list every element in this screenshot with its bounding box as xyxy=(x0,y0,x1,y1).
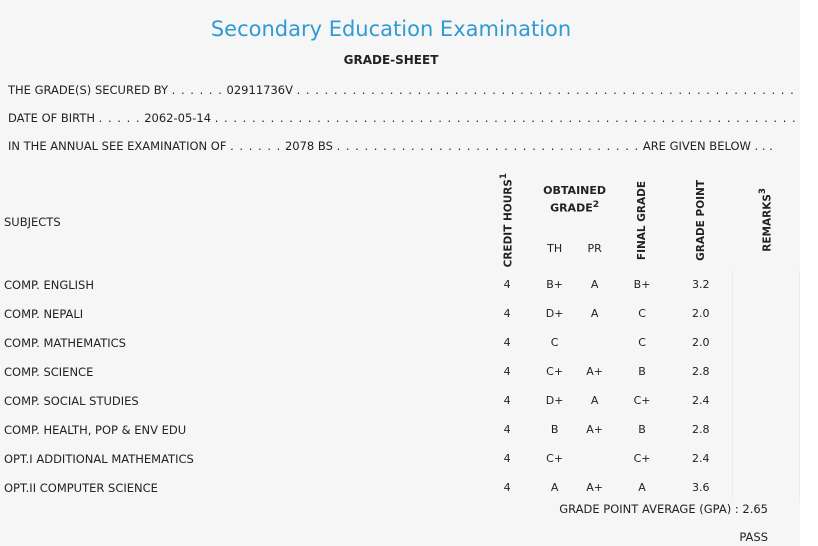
grade-sheet: Secondary Education Examination GRADE-SH… xyxy=(0,17,818,544)
grade-point-cell: 3.6 xyxy=(692,481,710,495)
grade-point-cell: 2.8 xyxy=(692,423,710,437)
pr-grade-cell xyxy=(575,444,615,473)
secured-by-trail-dots: . . . . . . . . . . . . . . . . . . . . … xyxy=(296,83,805,97)
final-grade-cell: C+ xyxy=(633,452,651,466)
credit-cell: 4 xyxy=(503,336,511,350)
final-grade-cell: B xyxy=(638,365,646,379)
table-row: COMP. SOCIAL STUDIES 4 D+ A C+ 2.4 xyxy=(0,386,800,416)
exam-year-lead-dots: . . . . . . xyxy=(230,139,282,153)
grade-point-cell: 2.0 xyxy=(692,307,710,321)
credit-cell: 4 xyxy=(503,278,511,292)
remarks-cell xyxy=(732,270,800,300)
final-grade-header: FINAL GRADE xyxy=(635,180,648,260)
practical-header: PR xyxy=(587,242,602,256)
table-row: OPT.II COMPUTER SCIENCE 4 A A+ A 3.6 xyxy=(0,473,800,503)
table-row: COMP. HEALTH, POP & ENV EDU 4 B A+ B 2.8 xyxy=(0,415,800,445)
th-grade-cell: A xyxy=(550,481,559,495)
subject-cell: COMP. MATHEMATICS xyxy=(4,335,126,350)
dob-lead-dots: . . . . . xyxy=(98,111,141,125)
gpa-value: 2.65 xyxy=(742,502,768,516)
final-grade-cell: B+ xyxy=(633,278,651,292)
right-margin xyxy=(800,0,818,546)
subject-cell: OPT.I ADDITIONAL MATHEMATICS xyxy=(4,451,194,466)
pr-grade-cell xyxy=(575,328,615,357)
table-row: COMP. ENGLISH 4 B+ A B+ 3.2 xyxy=(0,270,800,300)
table-row: COMP. NEPALI 4 D+ A C 2.0 xyxy=(0,299,800,329)
subject-cell: COMP. SOCIAL STUDIES xyxy=(4,393,139,408)
th-grade-cell: C+ xyxy=(546,365,564,379)
table-row: OPT.I ADDITIONAL MATHEMATICS 4 C+ C+ 2.4 xyxy=(0,444,800,474)
pr-grade-cell: A+ xyxy=(586,423,603,437)
exam-year-trail-dots: . . . . . . . . . . . . . . . . . . . . … xyxy=(336,139,640,153)
grade-point-cell: 2.4 xyxy=(692,394,710,408)
obtained-grade-header: OBTAINED GRADE2 xyxy=(543,184,607,215)
credit-hours-header: CREDIT HOURS1 xyxy=(499,173,515,268)
credit-cell: 4 xyxy=(503,307,511,321)
grade-point-cell: 2.0 xyxy=(692,336,710,350)
grade-point-cell: 2.4 xyxy=(692,452,710,466)
given-below-text: ARE GIVEN BELOW . . . xyxy=(642,139,773,153)
table-row: COMP. MATHEMATICS 4 C C 2.0 xyxy=(0,328,800,358)
secured-by-lead-dots: . . . . . . xyxy=(171,83,223,97)
final-grade-cell: C+ xyxy=(633,394,651,408)
remarks-cell xyxy=(732,299,800,329)
gpa-line: GRADE POINT AVERAGE (GPA) : 2.65 xyxy=(559,502,768,516)
grades-table: SUBJECTS CREDIT HOURS1 OBTAINED GRADE2 F… xyxy=(0,173,800,503)
grade-point-cell: 3.2 xyxy=(692,278,710,292)
final-grade-cell: A xyxy=(638,481,646,495)
table-row: COMP. SCIENCE 4 C+ A+ B 2.8 xyxy=(0,357,800,387)
secured-by-line: THE GRADE(S) SECURED BY . . . . . . 0291… xyxy=(8,83,804,97)
remarks-cell xyxy=(732,415,800,445)
final-grade-cell: C xyxy=(638,336,646,350)
credit-cell: 4 xyxy=(503,481,511,495)
final-grade-cell: C xyxy=(638,307,646,321)
th-grade-cell: B+ xyxy=(546,278,563,292)
exam-year-value: 2078 BS xyxy=(284,139,333,153)
grade-sheet-heading: GRADE-SHEET xyxy=(343,53,439,67)
exam-year-line: IN THE ANNUAL SEE EXAMINATION OF . . . .… xyxy=(8,139,773,153)
subject-cell: COMP. SCIENCE xyxy=(4,364,94,379)
pr-grade-cell: A xyxy=(590,394,599,408)
credit-cell: 4 xyxy=(503,452,511,466)
subjects-header: SUBJECTS xyxy=(4,214,61,229)
dob-line: DATE OF BIRTH . . . . . 2062-05-14 . . .… xyxy=(8,111,818,125)
secured-by-label: THE GRADE(S) SECURED BY xyxy=(8,83,169,97)
subject-cell: COMP. ENGLISH xyxy=(4,277,94,292)
remarks-cell xyxy=(732,328,800,358)
pr-grade-cell: A+ xyxy=(586,365,603,379)
remarks-cell xyxy=(732,444,800,474)
final-grade-cell: B xyxy=(638,423,646,437)
subject-cell: OPT.II COMPUTER SCIENCE xyxy=(4,480,158,495)
theory-header: TH xyxy=(547,242,563,256)
remarks-cell xyxy=(732,386,800,416)
dob-value: 2062-05-14 xyxy=(144,111,212,125)
th-grade-cell: D+ xyxy=(545,307,564,321)
remarks-cell xyxy=(732,473,800,503)
remarks-cell xyxy=(732,357,800,387)
pr-grade-cell: A xyxy=(590,278,599,292)
dob-label: DATE OF BIRTH xyxy=(8,111,96,125)
credit-cell: 4 xyxy=(503,394,511,408)
pr-grade-cell: A xyxy=(590,307,599,321)
credit-cell: 4 xyxy=(503,423,511,437)
grade-point-header: GRADE POINT xyxy=(694,179,707,261)
exam-year-label: IN THE ANNUAL SEE EXAMINATION OF xyxy=(8,139,227,153)
remarks-header: REMARKS3 xyxy=(758,188,774,253)
gpa-label: GRADE POINT AVERAGE (GPA) : xyxy=(559,502,739,516)
grade-point-cell: 2.8 xyxy=(692,365,710,379)
subject-cell: COMP. HEALTH, POP & ENV EDU xyxy=(4,422,187,437)
subject-cell: COMP. NEPALI xyxy=(4,306,84,321)
th-grade-cell: D+ xyxy=(545,394,564,408)
th-grade-cell: B xyxy=(550,423,559,437)
pr-grade-cell: A+ xyxy=(586,481,603,495)
symbol-number: 02911736V xyxy=(226,83,293,97)
exam-title: Secondary Education Examination xyxy=(210,17,572,41)
result-status: PASS xyxy=(739,530,768,544)
dob-trail-dots: . . . . . . . . . . . . . . . . . . . . … xyxy=(214,111,818,125)
th-grade-cell: C+ xyxy=(546,452,564,466)
th-grade-cell: C xyxy=(550,336,559,350)
credit-cell: 4 xyxy=(503,365,511,379)
